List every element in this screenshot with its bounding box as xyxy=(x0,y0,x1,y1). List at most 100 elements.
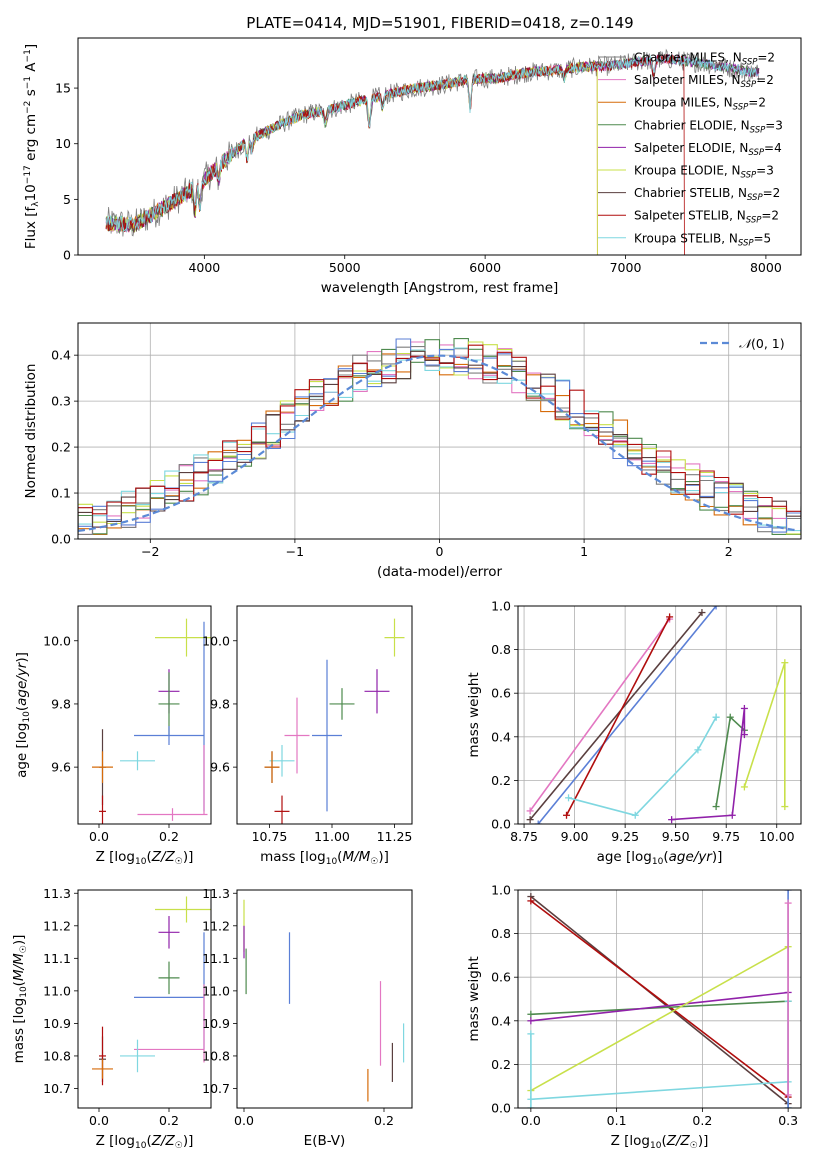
axes-age_vs_Z: 0.0 0.2 9.6 9.8 10.0 xyxy=(43,633,179,844)
x-tick-label: 9.25 xyxy=(611,829,639,844)
x-tick-label: 0.2 xyxy=(159,1113,179,1128)
y-tick-label: 0.2 xyxy=(491,773,511,788)
y-tick-label: 0 xyxy=(63,248,71,263)
spectrum-line-kroupa-elodie xyxy=(105,60,598,255)
y-tick-label: 10.9 xyxy=(202,1016,230,1031)
y-tick-label: 10.0 xyxy=(202,633,230,648)
legend-label: 𝒩(0, 1) xyxy=(739,336,785,351)
y-tick-label: 9.6 xyxy=(51,760,71,775)
x-tick-label: 9.50 xyxy=(662,829,690,844)
x-tick-label: 7000 xyxy=(610,260,642,275)
legend-label: Salpeter ELODIE, NSSP=4 xyxy=(634,141,782,158)
axes-frame xyxy=(77,605,212,825)
y-tick-label: 11.1 xyxy=(43,951,71,966)
weight-line xyxy=(527,1078,792,1103)
y-tick-label: 1.0 xyxy=(491,883,511,898)
axes-mass_vs_Z: 0.0 0.2 10.7 10.8 10.9 11.0 11.1 11.2 11.3 xyxy=(43,886,179,1128)
y-tick-label: 10.0 xyxy=(43,633,71,648)
mass_vs_EBV-points xyxy=(243,899,405,1102)
weight_vs_Z-series xyxy=(527,890,792,1108)
x-tick-label: 11.25 xyxy=(377,829,413,844)
y-tick-label: 11.3 xyxy=(43,886,71,901)
errorbar-point xyxy=(158,916,180,949)
axes-weight_vs_age: 8.75 9.00 9.25 9.50 9.75 10.00 0.0 0.2 0.4 0.6 0.8… xyxy=(491,599,801,844)
y-tick-label: 10.9 xyxy=(43,1016,71,1031)
histogram-chabrier-elodie xyxy=(78,338,801,535)
x-tick-label: 0.2 xyxy=(159,829,179,844)
y-tick-label: 0.8 xyxy=(491,926,511,941)
x-tick-label: 9.75 xyxy=(712,829,740,844)
x-tick-label: 8.75 xyxy=(510,829,538,844)
axes-age_vs_mass: 10.75 11.00 11.25 9.6 9.8 10.0 xyxy=(202,633,412,844)
spectrum-series xyxy=(105,48,760,255)
weight-line xyxy=(740,659,789,811)
y-tick-label: 0.4 xyxy=(51,348,71,363)
y-tick-label: 0.4 xyxy=(491,729,511,744)
y-tick-label: 0.0 xyxy=(51,532,71,547)
weight-line xyxy=(668,704,748,824)
x-tick-label: 11.00 xyxy=(314,829,350,844)
errorbar-point xyxy=(155,896,211,923)
errorbar-point xyxy=(284,697,310,774)
weight-line xyxy=(527,893,792,1108)
x-tick-label: 0.0 xyxy=(521,1113,541,1128)
errorbar-point xyxy=(92,751,113,783)
x-axis-label: mass [log10(M/M☉)] xyxy=(260,849,389,867)
y-tick-label: 0.4 xyxy=(491,1013,511,1028)
y-tick-label: 10.7 xyxy=(202,1081,230,1096)
errorbar-point xyxy=(158,961,180,995)
spectrum-line-kroupa-stelib xyxy=(105,54,760,233)
x-tick-label: 4000 xyxy=(188,260,220,275)
y-tick-label: 0.3 xyxy=(51,394,71,409)
y-tick-label: 11.1 xyxy=(202,951,230,966)
axes-frame xyxy=(77,889,212,1109)
x-tick-label: 0.3 xyxy=(778,1113,798,1128)
x-axis-label: age [log10(age/yr)] xyxy=(597,849,723,867)
x-tick-label: −2 xyxy=(141,544,159,559)
weight-line xyxy=(565,713,720,819)
legend-label: Chabrier ELODIE, NSSP=3 xyxy=(634,118,783,135)
y-axis-label: age [log10(age/yr)] xyxy=(14,652,32,778)
y-tick-label: 10.7 xyxy=(43,1081,71,1096)
y-tick-label: 10 xyxy=(55,136,71,151)
errorbar-point xyxy=(264,751,280,783)
y-tick-label: 5 xyxy=(63,192,71,207)
spectrum-line-salpeter-elodie xyxy=(105,53,760,232)
errorbar-point xyxy=(99,795,106,824)
legend-label: Salpeter STELIB, NSSP=2 xyxy=(634,209,779,226)
x-tick-label: 1 xyxy=(580,544,588,559)
residuals-legend: 𝒩(0, 1) xyxy=(700,336,785,351)
x-axis-label: (data-model)/error xyxy=(377,564,503,580)
spectrum-legend: Chabrier MILES, NSSP=2 Salpeter MILES, NS… xyxy=(598,51,783,248)
axes-frame xyxy=(77,322,802,540)
x-tick-label: 10.75 xyxy=(252,829,288,844)
x-axis-label: wavelength [Angstrom, rest frame] xyxy=(321,280,559,296)
x-tick-label: 10.00 xyxy=(759,829,795,844)
y-tick-label: 10.8 xyxy=(43,1048,71,1063)
axes-frame xyxy=(77,37,802,256)
weight-line xyxy=(526,615,674,815)
axes-mass_vs_EBV: 0.0 0.2 10.7 10.8 10.9 11.0 11.1 11.2 11.3 xyxy=(202,886,394,1128)
weight-line xyxy=(563,613,674,819)
weight_vs_age-series xyxy=(526,606,789,824)
axes-frame xyxy=(236,889,413,1109)
legend-label: Kroupa ELODIE, NSSP=3 xyxy=(634,164,774,181)
y-tick-label: 11.3 xyxy=(202,886,230,901)
y-axis-label: Normed distribution xyxy=(23,364,39,499)
spectrum-line-kroupa-miles xyxy=(105,60,598,255)
x-tick-label: 0.0 xyxy=(234,1113,254,1128)
x-tick-label: −1 xyxy=(286,544,304,559)
y-tick-label: 9.8 xyxy=(51,696,71,711)
weight-line xyxy=(527,943,792,1095)
axes-spectrum: 4000 5000 6000 7000 8000 0 5 10 15 xyxy=(55,81,782,275)
x-axis-label: Z [log10(Z/Z☉)] xyxy=(96,849,194,867)
y-tick-label: 0.8 xyxy=(491,642,511,657)
age_vs_mass-points xyxy=(264,618,405,824)
x-tick-label: 0.2 xyxy=(374,1113,394,1128)
errorbar-point xyxy=(329,688,355,720)
axes-frame xyxy=(236,605,413,825)
y-tick-label: 11.2 xyxy=(43,918,71,933)
weight-line xyxy=(527,1030,535,1108)
y-tick-label: 11.2 xyxy=(202,918,230,933)
figure-title: PLATE=0414, MJD=51901, FIBERID=0418, z=0… xyxy=(246,14,633,32)
